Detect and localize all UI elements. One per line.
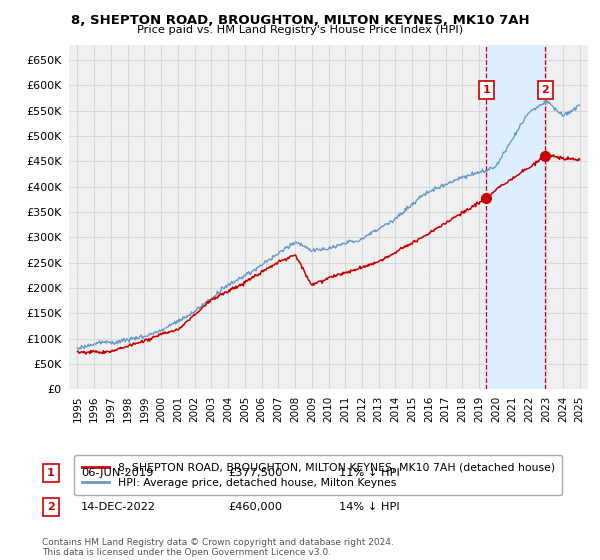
Text: £460,000: £460,000 — [228, 502, 282, 512]
Text: £377,500: £377,500 — [228, 468, 283, 478]
Text: 2: 2 — [47, 502, 55, 512]
Text: 8, SHEPTON ROAD, BROUGHTON, MILTON KEYNES, MK10 7AH: 8, SHEPTON ROAD, BROUGHTON, MILTON KEYNE… — [71, 14, 529, 27]
Text: 14-DEC-2022: 14-DEC-2022 — [81, 502, 156, 512]
Bar — [487, 45, 545, 389]
Legend: 8, SHEPTON ROAD, BROUGHTON, MILTON KEYNES, MK10 7AH (detached house), HPI: Avera: 8, SHEPTON ROAD, BROUGHTON, MILTON KEYNE… — [74, 455, 562, 496]
Text: 14% ↓ HPI: 14% ↓ HPI — [339, 502, 400, 512]
Text: 11% ↓ HPI: 11% ↓ HPI — [339, 468, 400, 478]
Text: 1: 1 — [47, 468, 55, 478]
Text: 2: 2 — [541, 85, 549, 95]
Text: Contains HM Land Registry data © Crown copyright and database right 2024.
This d: Contains HM Land Registry data © Crown c… — [42, 538, 394, 557]
Text: Price paid vs. HM Land Registry's House Price Index (HPI): Price paid vs. HM Land Registry's House … — [137, 25, 463, 35]
Text: 1: 1 — [482, 85, 490, 95]
Text: 06-JUN-2019: 06-JUN-2019 — [81, 468, 154, 478]
